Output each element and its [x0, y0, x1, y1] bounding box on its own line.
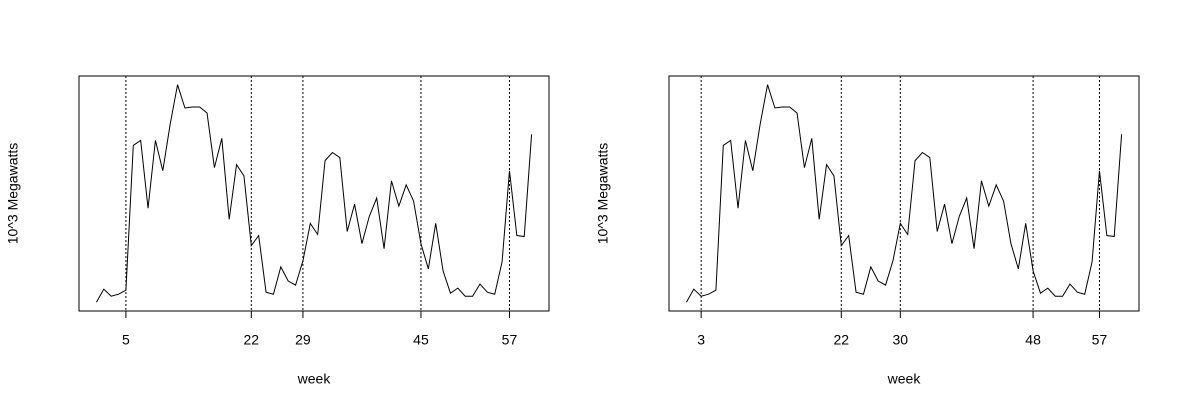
- y-axis-label: 10^3 Megawatts: [595, 143, 611, 245]
- chart-panel: 5 22 29 45 57 week 10^3 Megawatts: [5, 75, 550, 387]
- x-tick-label: 29: [295, 332, 311, 348]
- x-tick-label: 57: [1092, 332, 1108, 348]
- x-tick-label: 3: [697, 332, 705, 348]
- x-axis-label: week: [297, 371, 332, 387]
- data-line: [685, 84, 1123, 303]
- chart-panel: 3 22 30 48 57 week 10^3 Megawatts: [595, 75, 1140, 387]
- x-tick-label: 48: [1025, 332, 1041, 348]
- x-tick-label: 45: [413, 332, 429, 348]
- x-tick-label: 30: [893, 332, 909, 348]
- y-axis-label: 10^3 Megawatts: [5, 143, 21, 245]
- x-tick-label: 22: [244, 332, 260, 348]
- x-tick-label: 57: [502, 332, 518, 348]
- data-line: [95, 84, 533, 303]
- plot-frame: [668, 75, 1140, 312]
- x-tick-label: 22: [834, 332, 850, 348]
- x-tick-label: 5: [122, 332, 130, 348]
- plot-frame: [78, 75, 550, 312]
- x-axis-label: week: [887, 371, 922, 387]
